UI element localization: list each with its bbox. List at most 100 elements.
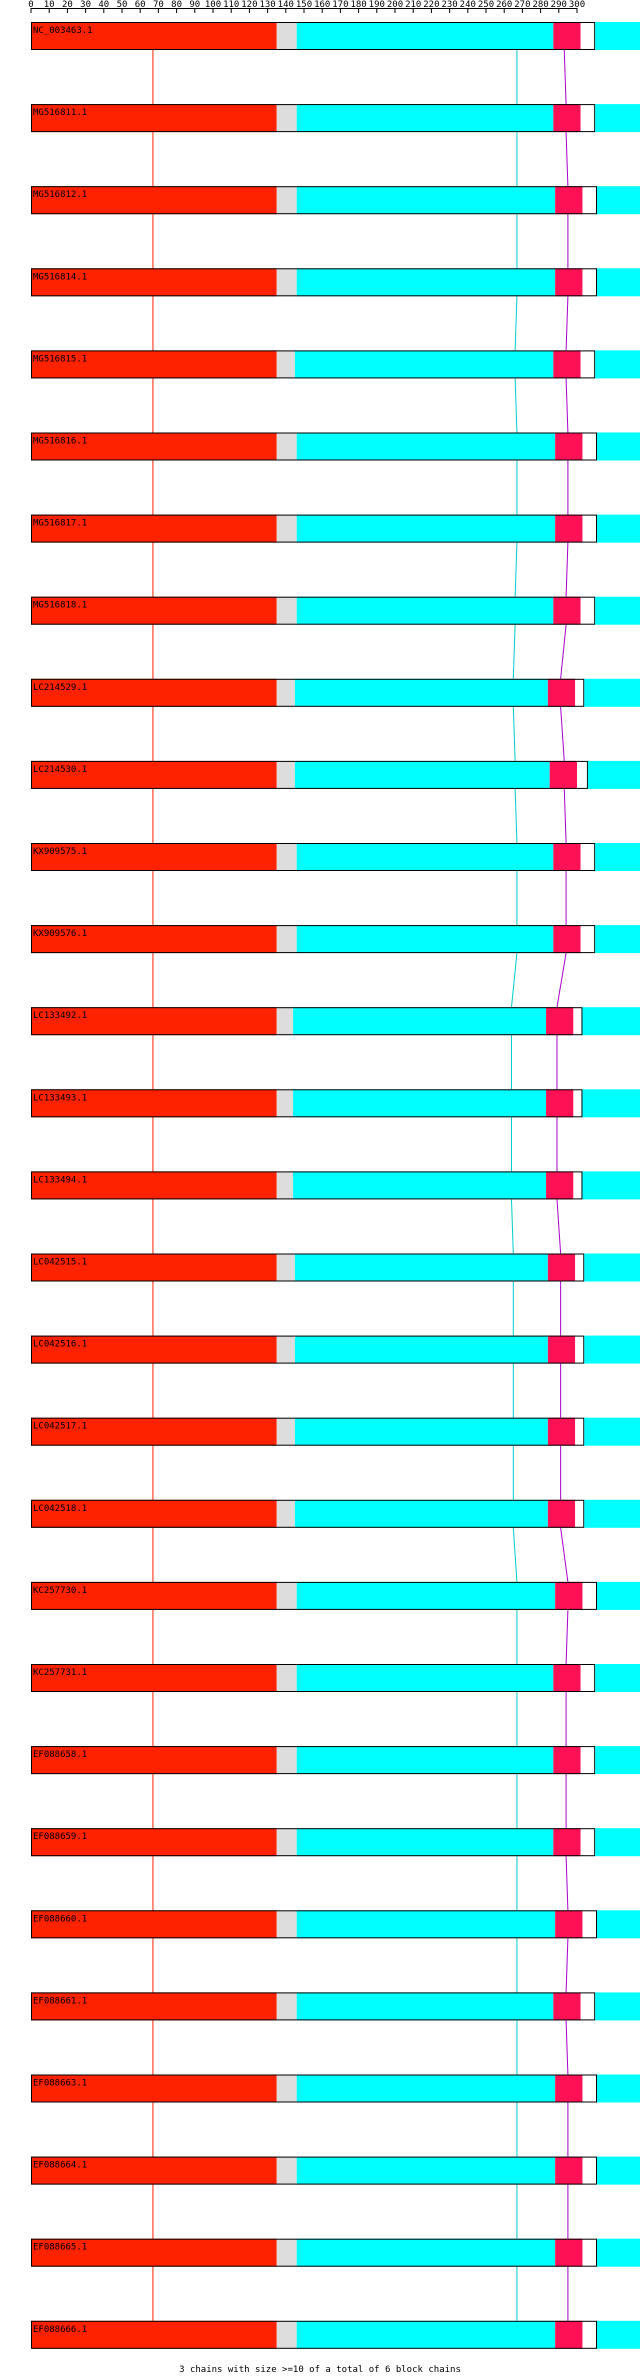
crimson-block xyxy=(555,2238,583,2267)
crimson-block-connector xyxy=(565,1609,569,1665)
cyan-overflow xyxy=(584,1499,640,1528)
sequence-label: LC042516.1 xyxy=(33,1340,87,1350)
axis-tick-label: 270 xyxy=(514,0,530,10)
cyan-overflow xyxy=(584,1417,640,1446)
sequence-outline xyxy=(31,1089,583,1118)
sequence-row: EF088661.1 xyxy=(31,1992,640,2021)
red-block xyxy=(31,2238,277,2267)
sequence-label: LC133493.1 xyxy=(33,1093,87,1103)
cyan-overflow xyxy=(595,843,640,871)
red-block xyxy=(31,268,277,297)
axis-tick-label: 120 xyxy=(241,0,257,10)
crimson-block-connector xyxy=(565,378,569,433)
sequence-label: MG516817.1 xyxy=(33,519,87,529)
grey-gap xyxy=(276,1581,297,1610)
sequence-row: LC042515.1 xyxy=(31,1253,640,1282)
sequence-outline xyxy=(31,1910,598,1939)
sequence-label: LC042518.1 xyxy=(33,1504,87,1514)
sequence-row: KC257731.1 xyxy=(31,1664,640,1692)
sequence-label: EF088660.1 xyxy=(33,1914,87,1924)
grey-gap xyxy=(276,678,295,707)
cyan-overflow xyxy=(595,1664,640,1692)
axis-tick-label: 150 xyxy=(296,0,312,10)
grey-gap xyxy=(276,2156,297,2185)
sequence-row: EF088665.1 xyxy=(31,2238,640,2267)
axis-tick-label: 220 xyxy=(423,0,439,10)
cyan-block xyxy=(294,678,548,707)
sequence-outline xyxy=(31,2156,598,2185)
crimson-block-connector xyxy=(560,706,565,761)
tail-block xyxy=(582,2074,598,2103)
grey-gap xyxy=(276,1664,297,1692)
tail-block xyxy=(580,1828,596,1857)
cyan-overflow xyxy=(582,1089,640,1118)
sequence-row: MG516817.1 xyxy=(31,514,640,543)
sequence-row: LC042517.1 xyxy=(31,1417,640,1446)
crimson-block xyxy=(547,1335,576,1364)
sequence-row: KC257730.1 xyxy=(31,1581,640,1610)
sequence-row: MG516816.1 xyxy=(31,432,640,461)
crimson-block-connector xyxy=(556,953,567,1008)
cyan-block-connector xyxy=(512,706,516,761)
red-block xyxy=(31,432,277,461)
sequence-outline xyxy=(31,1417,585,1446)
sequence-row: KX909576.1 xyxy=(31,925,640,954)
cyan-block xyxy=(296,843,554,871)
tail-block xyxy=(573,1171,583,1200)
sequence-label: MG516818.1 xyxy=(33,601,87,611)
axis-tick-label: 110 xyxy=(223,0,239,10)
sequence-row: EF088663.1 xyxy=(31,2074,640,2103)
axis-tick-label: 160 xyxy=(314,0,330,10)
tail-block xyxy=(580,596,596,625)
cyan-block-connector xyxy=(514,788,518,844)
cyan-block xyxy=(296,1828,554,1857)
crimson-block xyxy=(546,1007,574,1036)
cyan-overflow xyxy=(584,1253,640,1282)
crimson-block xyxy=(549,760,577,789)
cyan-block xyxy=(296,186,556,215)
crimson-block xyxy=(553,350,581,379)
sequence-label: EF088663.1 xyxy=(33,2079,87,2089)
grey-gap xyxy=(276,350,295,379)
sequence-label: MG516811.1 xyxy=(33,108,87,118)
tail-block xyxy=(580,104,596,133)
crimson-block-connector xyxy=(565,1938,569,1993)
axis-tick-label: 140 xyxy=(278,0,294,10)
sequence-row: MG516812.1 xyxy=(31,186,640,215)
cyan-overflow xyxy=(597,2074,640,2103)
red-block xyxy=(31,186,277,215)
grey-gap xyxy=(276,596,297,625)
tail-block xyxy=(575,1499,585,1528)
sequence-outline xyxy=(31,1746,596,1775)
cyan-overflow xyxy=(595,1828,640,1857)
sequence-outline xyxy=(31,1335,585,1364)
cyan-block xyxy=(296,596,554,625)
axis-tick-label: 230 xyxy=(441,0,457,10)
axis-tick-label: 180 xyxy=(350,0,366,10)
sequence-outline xyxy=(31,843,596,871)
sequence-row: LC214530.1 xyxy=(31,760,640,789)
crimson-block xyxy=(553,1664,581,1692)
red-block xyxy=(31,1828,277,1857)
grey-gap xyxy=(276,925,297,954)
cyan-block xyxy=(294,1417,548,1446)
tail-block xyxy=(580,22,596,50)
sequence-row: EF088666.1 xyxy=(31,2320,640,2349)
axis-tick-label: 200 xyxy=(387,0,403,10)
cyan-overflow xyxy=(582,1171,640,1200)
red-block xyxy=(31,1664,277,1692)
tail-block xyxy=(582,1581,598,1610)
tail-block xyxy=(582,268,598,297)
sequence-row: MG516815.1 xyxy=(31,350,640,379)
red-block xyxy=(31,1992,277,2021)
sequence-row: LC042518.1 xyxy=(31,1499,640,1528)
red-block xyxy=(31,1499,277,1528)
crimson-block-connector xyxy=(565,2020,569,2075)
red-block xyxy=(31,2320,277,2349)
sequence-label: LC133494.1 xyxy=(33,1175,87,1185)
red-block xyxy=(31,843,277,871)
crimson-block xyxy=(546,1089,574,1118)
axis-tick-label: 0 xyxy=(28,0,33,10)
cyan-block xyxy=(296,925,554,954)
crimson-block xyxy=(547,678,576,707)
